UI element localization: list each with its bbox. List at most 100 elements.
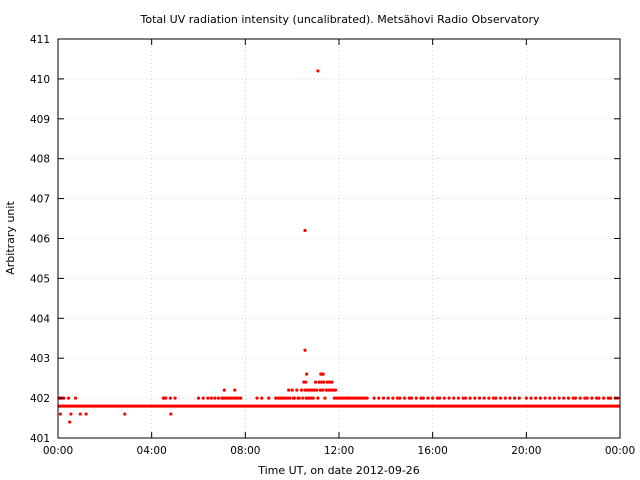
y-tick-label: 404	[30, 313, 50, 325]
data-point	[543, 396, 547, 400]
data-point	[573, 396, 578, 400]
data-point	[196, 396, 201, 400]
axis-ticks: 401 402 403 404 405 406 407 408 409 410 411 00:00 04…	[30, 34, 635, 457]
data-point	[339, 396, 343, 400]
y-tick-label: 402	[30, 393, 50, 405]
data-point	[498, 396, 503, 400]
grid-lines	[58, 39, 620, 438]
data-point	[209, 396, 213, 400]
data-point	[358, 396, 362, 400]
data-point	[391, 396, 395, 400]
x-tick-label: 12:00	[324, 445, 354, 457]
x-tick-label: 16:00	[418, 445, 448, 457]
data-point	[407, 396, 411, 400]
data-point	[222, 388, 226, 392]
data-point	[529, 396, 533, 400]
data-point	[456, 396, 461, 400]
data-point	[331, 388, 335, 392]
data-point	[310, 388, 314, 392]
data-point	[303, 228, 307, 233]
data-point	[304, 380, 308, 384]
data-point	[548, 396, 552, 400]
data-point	[372, 396, 376, 400]
data-point	[524, 396, 528, 400]
data-point	[288, 396, 292, 400]
data-point	[317, 380, 321, 384]
x-tick-label: 00:00	[43, 445, 73, 457]
data-point	[164, 396, 168, 400]
data-point	[267, 396, 271, 400]
data-point	[419, 396, 423, 400]
data-point	[337, 396, 341, 400]
data-point	[309, 396, 313, 400]
data-point	[299, 388, 304, 392]
data-point	[305, 388, 309, 392]
data-point	[571, 396, 575, 400]
data-point	[311, 396, 315, 400]
data-point	[305, 372, 309, 376]
data-point	[123, 412, 127, 416]
data-point	[552, 396, 557, 400]
data-point	[84, 412, 88, 416]
data-point	[395, 396, 400, 400]
data-point	[325, 380, 329, 384]
y-tick-label: 407	[30, 194, 50, 206]
data-point	[414, 396, 418, 400]
data-point	[590, 396, 594, 400]
data-point	[409, 396, 414, 400]
data-point	[431, 396, 435, 400]
y-tick-label: 411	[30, 34, 50, 46]
y-axis-label: Arbitrary unit	[4, 201, 17, 275]
data-point	[491, 396, 496, 400]
data-point	[225, 396, 229, 400]
data-point	[168, 396, 172, 400]
data-point	[487, 396, 491, 400]
data-point	[321, 388, 325, 392]
data-point	[201, 396, 205, 400]
data-point	[335, 396, 339, 400]
data-point	[557, 396, 561, 400]
data-point	[66, 396, 71, 400]
data-point	[221, 396, 225, 400]
data-point	[494, 396, 498, 400]
data-point	[234, 396, 238, 400]
data-point	[442, 396, 446, 400]
data-point	[597, 396, 601, 400]
data-point	[398, 396, 402, 400]
x-tick-label: 00:00	[605, 445, 635, 457]
data-point	[606, 396, 610, 400]
data-point	[287, 388, 291, 392]
data-point	[463, 396, 468, 400]
y-tick-label: 408	[30, 154, 50, 166]
data-point	[306, 396, 311, 400]
data-point	[447, 396, 451, 400]
data-point	[319, 380, 324, 384]
data-point	[169, 412, 173, 416]
data-point	[173, 396, 177, 400]
data-point	[594, 396, 599, 400]
data-point	[538, 396, 542, 400]
data-point	[452, 396, 456, 400]
data-point	[227, 396, 231, 400]
data-point	[213, 396, 217, 400]
data-point	[285, 396, 290, 400]
data-point	[365, 396, 369, 400]
data-point	[297, 396, 301, 400]
data-point	[326, 388, 331, 392]
data-point	[329, 388, 333, 392]
data-point	[468, 396, 472, 400]
data-point	[578, 396, 582, 400]
x-tick-label: 08:00	[230, 445, 260, 457]
y-tick-label: 401	[30, 433, 50, 445]
data-point	[426, 396, 430, 400]
y-tick-label: 403	[30, 353, 50, 365]
data-point	[216, 396, 221, 400]
data-point	[609, 396, 613, 400]
data-point	[360, 396, 365, 400]
data-point	[332, 396, 336, 400]
data-point	[324, 388, 328, 392]
data-point	[206, 396, 210, 400]
data-point	[315, 388, 319, 392]
x-tick-label: 04:00	[137, 445, 167, 457]
data-point	[421, 396, 425, 400]
